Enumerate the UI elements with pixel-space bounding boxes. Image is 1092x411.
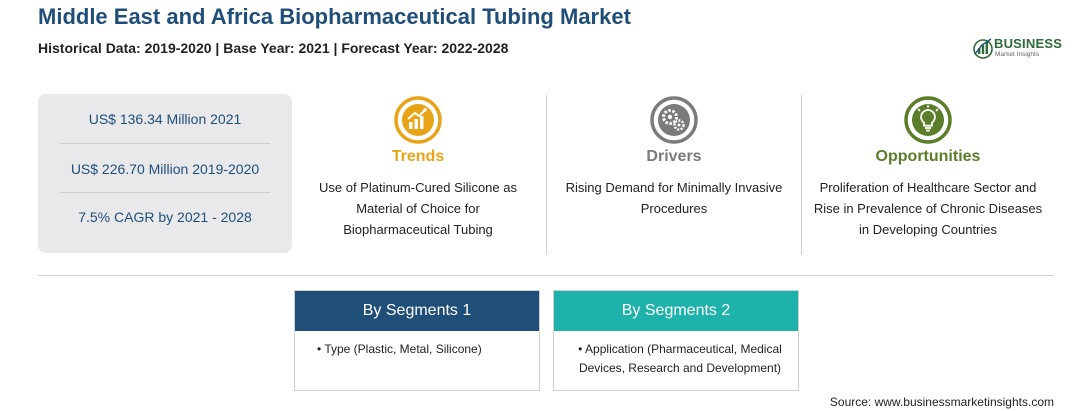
source-note: Source: www.businessmarketinsights.com: [829, 395, 1054, 409]
segment-2-item: • Application (Pharmaceutical, Medical D…: [578, 342, 782, 375]
trends-column: Trends Use of Platinum-Cured Silicone as…: [302, 95, 534, 255]
trends-text: Use of Platinum-Cured Silicone as Materi…: [319, 180, 517, 237]
logo-tagline: Market Insights: [995, 51, 1040, 58]
opportunities-column: Opportunities Proliferation of Healthcar…: [810, 95, 1046, 255]
market-stats-panel: US$ 136.34 Million 2021 US$ 226.70 Milli…: [38, 94, 292, 253]
stat-divider: [60, 192, 270, 193]
segment-2-title: By Segments 2: [554, 291, 798, 331]
segment-card-1: By Segments 1 • Type (Plastic, Metal, Si…: [294, 290, 540, 391]
drivers-column: Drivers Rising Demand for Minimally Inva…: [556, 95, 792, 255]
company-logo: BUSINESS Market Insights: [972, 34, 1063, 64]
stat-market-size-2021: US$ 136.34 Million 2021: [88, 111, 242, 127]
segment-card-2: By Segments 2 • Application (Pharmaceuti…: [553, 290, 799, 391]
page-subtitle: Historical Data: 2019-2020 | Base Year: …: [38, 40, 509, 56]
opportunities-text: Proliferation of Healthcare Sector and R…: [813, 180, 1043, 237]
stat-divider: [60, 143, 270, 144]
gears-icon: [650, 96, 698, 144]
section-divider: [38, 275, 1054, 276]
drivers-text: Rising Demand for Minimally Invasive Pro…: [565, 180, 783, 216]
drivers-title: Drivers: [646, 148, 702, 165]
lightbulb-icon: [904, 96, 952, 144]
segment-1-title: By Segments 1: [295, 291, 539, 331]
column-divider: [546, 95, 547, 255]
stat-cagr: 7.5% CAGR by 2021 - 2028: [78, 209, 252, 225]
page-title: Middle East and Africa Biopharmaceutical…: [38, 4, 631, 29]
logo-name: BUSINESS: [994, 36, 1063, 51]
trends-title: Trends: [391, 148, 445, 165]
stat-market-size-historical: US$ 226.70 Million 2019-2020: [70, 161, 260, 177]
segment-1-item: • Type (Plastic, Metal, Silicone): [317, 342, 482, 356]
trend-chart-icon: [394, 96, 442, 144]
column-divider: [801, 95, 802, 255]
globe-chart-icon: [973, 38, 993, 59]
opportunities-title: Opportunities: [875, 148, 981, 165]
